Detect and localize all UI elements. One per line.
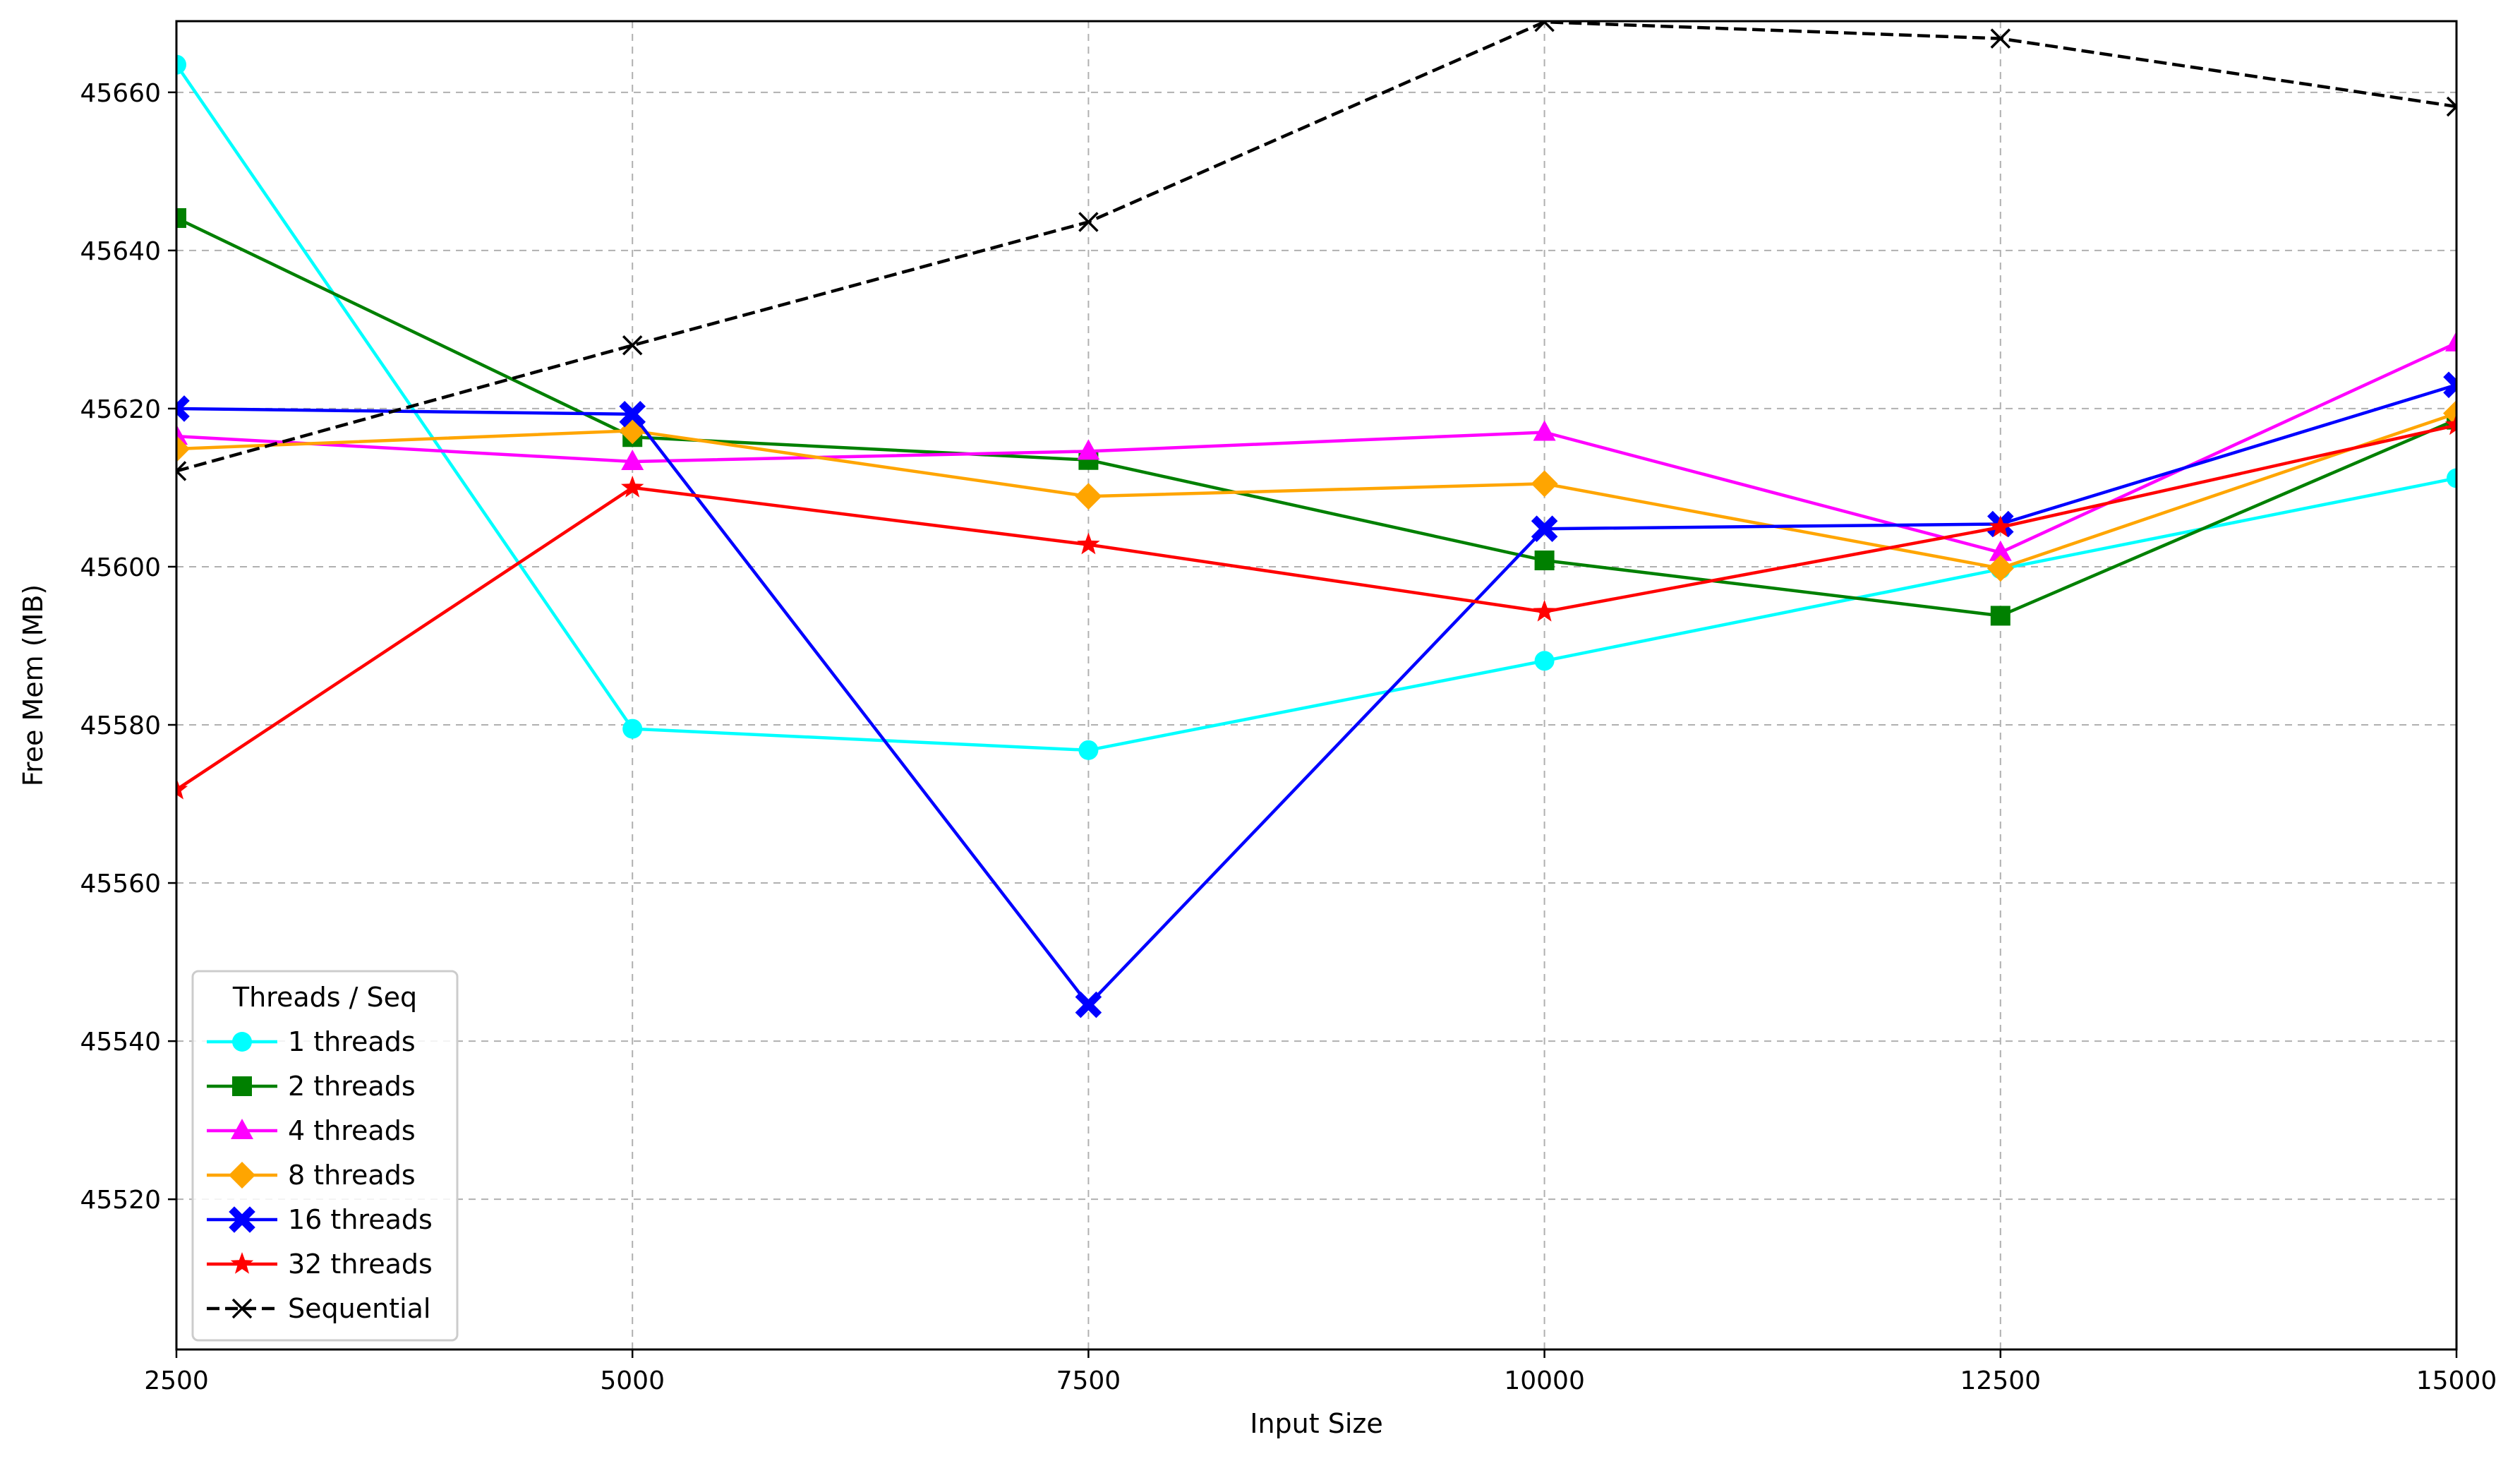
legend-entry: 32 threads [207, 1249, 433, 1280]
data-point [1078, 212, 1099, 232]
series-sequential [176, 21, 2456, 481]
data-point [176, 777, 188, 800]
data-point [622, 335, 643, 356]
data-point [2447, 468, 2456, 488]
data-point [1078, 740, 1099, 760]
legend-label: 8 threads [288, 1160, 416, 1191]
data-point [1534, 651, 1555, 671]
data-point [622, 719, 643, 739]
legend-marker [232, 1076, 252, 1096]
data-point [176, 395, 190, 422]
x-axis-label: Input Size [1250, 1408, 1382, 1439]
data-point [2446, 96, 2456, 117]
y-tick-label: 45660 [80, 79, 161, 108]
data-point [1989, 515, 2012, 537]
legend-marker [231, 1298, 253, 1319]
series-16-threads [176, 371, 2456, 1018]
data-point [2443, 399, 2456, 427]
data-point [1533, 599, 1556, 622]
data-point [1990, 606, 2010, 626]
series-4-threads [176, 330, 2456, 561]
series-line [176, 411, 2456, 570]
data-point [176, 54, 186, 75]
series-line [176, 216, 2456, 618]
legend-marker [229, 1206, 255, 1233]
data-point [176, 208, 186, 228]
series-layer [176, 21, 2456, 1018]
data-point [1989, 540, 2012, 561]
x-tick-label: 2500 [144, 1366, 209, 1395]
data-point [1533, 420, 1556, 441]
legend-label: 4 threads [288, 1115, 416, 1146]
data-point [1531, 470, 1558, 498]
legend-marker [232, 1032, 252, 1052]
y-tick-label: 45640 [80, 237, 161, 266]
y-tick-label: 45600 [80, 553, 161, 582]
axis-ticks: 2500 5000 7500 10000 12500 15000 45520 45540 455… [80, 79, 2497, 1395]
data-point [1075, 483, 1102, 510]
legend-marker [230, 1252, 254, 1274]
data-point [1531, 515, 1558, 542]
legend-title: Threads / Seq [232, 982, 417, 1013]
legend-entry: 16 threads [207, 1204, 433, 1235]
legend-entry: 1 threads [207, 1026, 416, 1057]
data-point [621, 475, 644, 498]
legend-entry: 8 threads [207, 1160, 416, 1191]
y-tick-label: 45560 [80, 870, 161, 898]
data-point [1075, 991, 1102, 1018]
legend-label: 2 threads [288, 1071, 416, 1102]
data-point [1534, 551, 1555, 571]
series-line [176, 341, 2456, 555]
y-tick-label: 45620 [80, 395, 161, 424]
data-point [1987, 555, 2014, 582]
legend-marker [229, 1162, 255, 1189]
x-tick-label: 15000 [2416, 1366, 2497, 1395]
data-point [176, 461, 187, 481]
y-tick-label: 45580 [80, 711, 161, 740]
legend-marker [231, 1119, 253, 1139]
legend: Threads / Seq 1 threads 2 threads 4 thread… [191, 970, 459, 1342]
data-point [621, 449, 644, 470]
series-line [176, 383, 2456, 1006]
y-axis-label: Free Mem (MB) [18, 584, 49, 786]
data-point [1077, 532, 1100, 555]
legend-entry: Sequential [207, 1293, 430, 1324]
legend-label: 32 threads [288, 1249, 433, 1280]
y-tick-label: 45540 [80, 1028, 161, 1057]
legend-label: 16 threads [288, 1204, 433, 1235]
legend-box [191, 970, 459, 1342]
legend-label: 1 threads [288, 1026, 416, 1057]
x-tick-label: 5000 [600, 1366, 665, 1395]
data-point [619, 400, 646, 428]
data-point [2443, 371, 2456, 399]
legend-entry: 2 threads [207, 1071, 416, 1102]
series-line [176, 64, 2456, 752]
legend-entry: 4 threads [207, 1115, 416, 1146]
series-line [176, 21, 2456, 473]
plot-frame [175, 20, 2458, 1351]
series-32-threads [176, 413, 2456, 800]
x-tick-label: 12500 [1960, 1366, 2042, 1395]
legend-label: Sequential [288, 1293, 430, 1324]
series-line [176, 423, 2456, 791]
data-point [2444, 413, 2456, 435]
x-tick-label: 7500 [1056, 1366, 1121, 1395]
data-point [2445, 330, 2456, 351]
data-point [1990, 28, 2011, 49]
y-tick-label: 45520 [80, 1186, 161, 1215]
data-point [176, 435, 190, 463]
data-point [1077, 439, 1100, 460]
x-tick-label: 10000 [1504, 1366, 1585, 1395]
